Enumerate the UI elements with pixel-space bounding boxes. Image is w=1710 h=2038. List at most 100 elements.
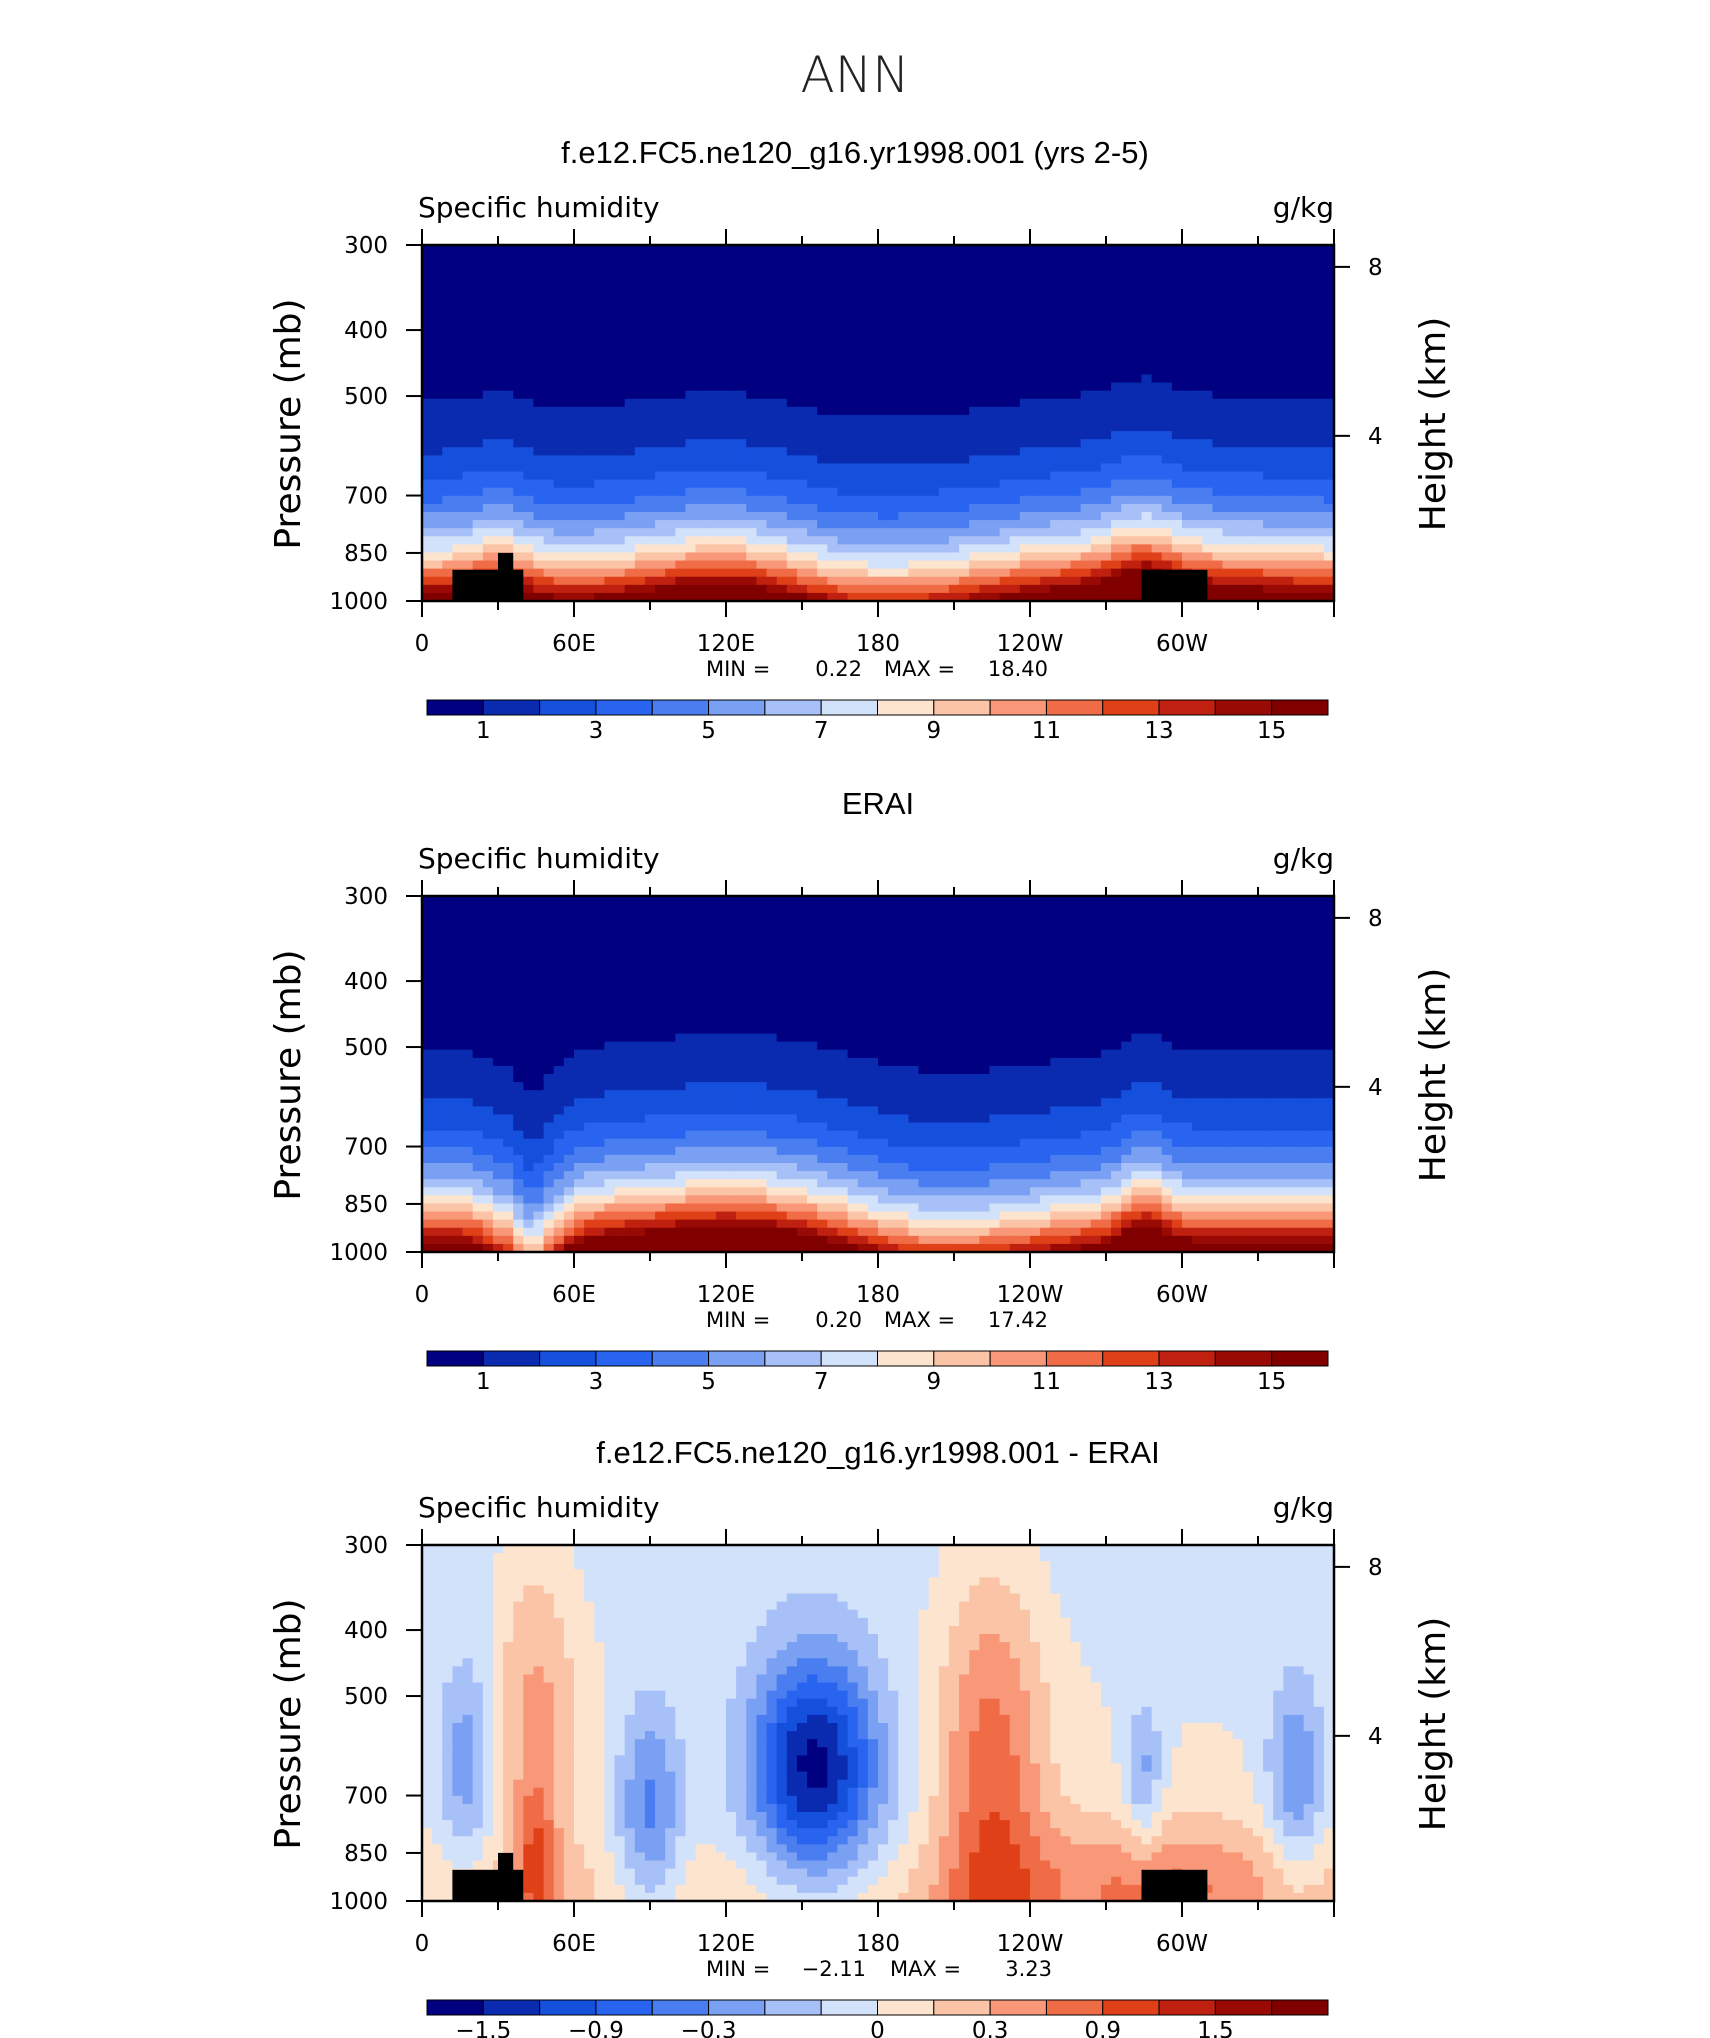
heatmap-cell [959,455,970,465]
heatmap-cell [1019,560,1031,570]
heatmap-cell [1182,382,1193,392]
heatmap-cell [705,568,717,578]
heatmap-cell [928,952,940,962]
heatmap-cell [594,406,605,416]
heatmap-cell [948,398,960,408]
heatmap-cell [1303,325,1315,335]
heatmap-cell [634,455,646,465]
heatmap-cell [999,495,1011,505]
colorbar-swatch [1271,699,1329,716]
heatmap-cell [928,358,940,367]
heatmap-cell [1232,512,1244,521]
heatmap-cell [1293,544,1305,554]
heatmap-cell [888,495,899,505]
heatmap-cell [736,479,747,489]
heatmap-cell [1222,447,1234,456]
heatmap-cell [422,301,433,311]
heatmap-cell [1222,317,1234,327]
heatmap-cell [736,431,747,440]
heatmap-cell [1080,912,1092,921]
heatmap-cell [989,277,1001,287]
heatmap-cell [715,301,727,311]
heatmap-cell [472,904,484,913]
heatmap-cell [918,576,930,586]
heatmap-cell [584,544,595,554]
heatmap-cell [908,301,920,311]
heatmap-cell [1080,455,1092,465]
heatmap-cell [817,374,828,384]
heatmap-cell [1252,968,1264,978]
heatmap-cell [979,374,991,384]
heatmap-cell [705,309,717,319]
heatmap-cell [969,366,980,376]
heatmap-cell [1030,293,1041,303]
heatmap-cell [908,552,920,562]
heatmap-cell [776,487,788,497]
heatmap-cell [695,592,707,602]
heatmap-cell [442,936,453,946]
heatmap-cell [1263,414,1274,424]
heatmap-cell [928,479,940,489]
heatmap-cell [1293,592,1305,602]
heatmap-cell [796,928,808,938]
heatmap-cell [999,552,1011,562]
heatmap-cell [847,398,859,408]
heatmap-cell [847,520,859,529]
heatmap-cell [847,544,859,554]
heatmap-cell [847,912,859,921]
heatmap-cell [1060,358,1072,367]
heatmap-cell [1009,382,1021,392]
heatmap-cell [1242,536,1254,545]
heatmap-cell [533,455,545,465]
heatmap-cell [553,487,565,497]
heatmap-cell [888,912,899,921]
heatmap-cell [1161,342,1173,351]
heatmap-cell [422,309,433,319]
heatmap-cell [807,285,818,295]
heatmap-cell [523,455,535,465]
heatmap-cell [1182,253,1193,262]
heatmap-cell [1242,952,1254,962]
heatmap-cell [1111,358,1122,367]
heatmap-cell [442,309,453,319]
heatmap-cell [644,503,656,513]
heatmap-cell [1192,325,1203,335]
heatmap-cell [442,455,453,465]
heatmap-cell [1030,968,1041,978]
heatmap-cell [644,536,656,545]
heatmap-cell [1111,350,1122,359]
heatmap-cell [513,245,524,254]
heatmap-cell [655,261,666,270]
heatmap-cell [766,536,778,545]
heatmap-cell [675,325,687,335]
heatmap-cell [756,928,768,938]
heatmap-cell [563,544,575,554]
heatmap-cell [644,358,656,367]
heatmap-cell [857,960,869,970]
heatmap-cell [533,390,545,400]
heatmap-cell [492,976,504,986]
heatmap-cell [857,431,869,440]
heatmap-cell [482,536,494,545]
heatmap-cell [807,976,818,986]
heatmap-cell [503,245,514,254]
heatmap-cell [796,269,808,278]
heatmap-cell [1100,560,1112,570]
heatmap-cell [1040,350,1051,359]
heatmap-cell [472,374,484,384]
heatmap-cell [705,976,717,986]
heatmap-cell [918,479,930,489]
heatmap-cell [817,912,828,921]
heatmap-cell [938,414,950,424]
heatmap-cell [533,382,545,392]
heatmap-cell [452,382,464,392]
heatmap-cell [1273,293,1284,303]
heatmap-cell [1090,334,1102,343]
heatmap-cell [715,269,727,278]
heatmap-cell [1293,325,1305,335]
heatmap-cell [1182,277,1193,287]
heatmap-cell [1141,309,1153,319]
heatmap-cell [1141,487,1153,497]
heatmap-cell [746,936,757,946]
